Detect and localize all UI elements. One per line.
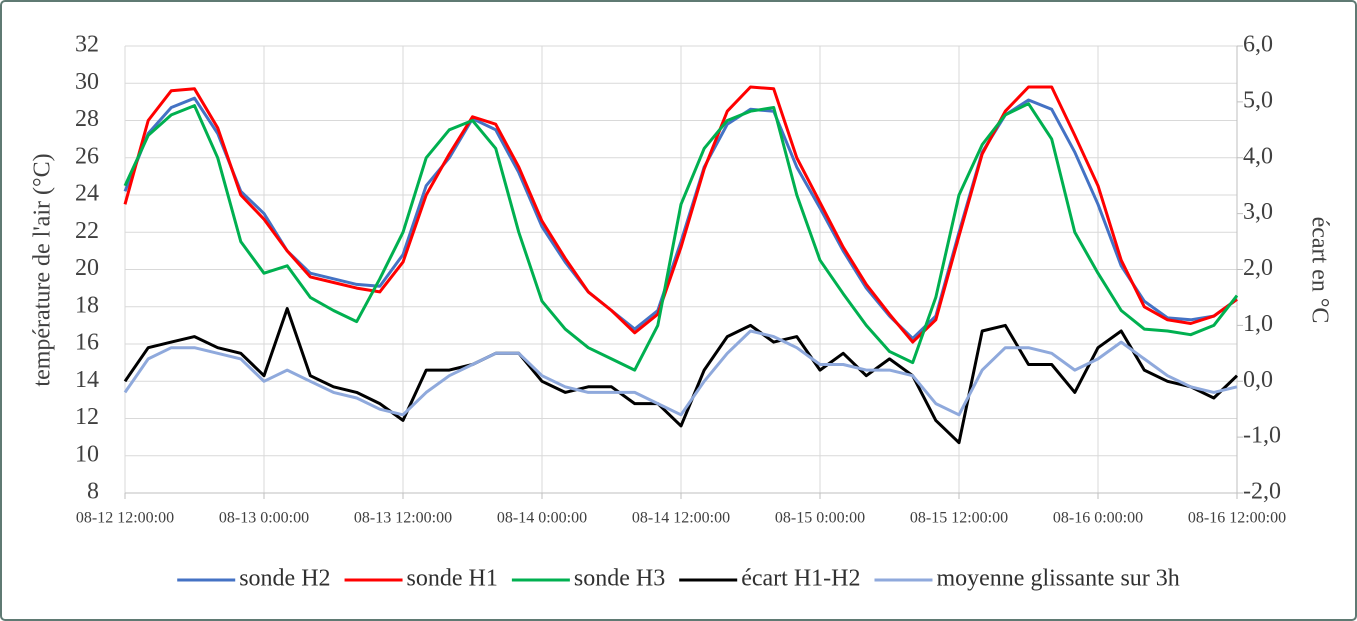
- x-tick-label: 08-15 12:00:00: [910, 510, 1008, 527]
- y2-tick-label: 2,0: [1243, 255, 1273, 281]
- y-tick-label: 14: [75, 367, 99, 393]
- y2-axis-title: écart en °C: [1306, 217, 1332, 324]
- y-tick-label: 20: [75, 255, 99, 281]
- x-tick-label: 08-13 12:00:00: [354, 510, 452, 527]
- x-tick-label: 08-16 12:00:00: [1188, 510, 1286, 527]
- y-tick-label: 22: [75, 218, 99, 244]
- y2-tick-label: -1,0: [1243, 423, 1281, 449]
- x-tick-label: 08-12 12:00:00: [76, 510, 174, 527]
- y-tick-label: 30: [75, 69, 99, 95]
- y2-tick-label: 3,0: [1243, 199, 1273, 225]
- series-line: [123, 96, 1238, 340]
- x-tick-label: 08-16 0:00:00: [1053, 510, 1143, 527]
- legend-label: sonde H3: [574, 566, 665, 592]
- y2-tick-label: -2,0: [1243, 479, 1281, 505]
- x-tick-label: 08-14 12:00:00: [632, 510, 730, 527]
- x-tick-label: 08-15 0:00:00: [775, 510, 865, 527]
- legend-label: sonde H1: [407, 566, 498, 592]
- y-tick-label: 8: [87, 479, 99, 505]
- x-tick-label: 08-14 0:00:00: [497, 510, 587, 527]
- series-line: [123, 307, 1239, 445]
- legend-label: moyenne glissante sur 3h: [936, 566, 1179, 592]
- y-tick-label: 16: [75, 330, 99, 356]
- y-tick-label: 10: [75, 441, 99, 467]
- y-tick-label: 24: [75, 181, 99, 207]
- series-line: [123, 329, 1238, 417]
- y-tick-label: 18: [75, 292, 99, 318]
- y-tick-label: 12: [75, 404, 99, 430]
- y2-tick-label: 0,0: [1243, 367, 1273, 393]
- y-tick-label: 26: [75, 143, 99, 169]
- y2-tick-label: 1,0: [1243, 311, 1273, 337]
- x-tick-label: 08-13 0:00:00: [219, 510, 309, 527]
- y2-tick-label: 6,0: [1243, 32, 1273, 58]
- series-line: [123, 102, 1239, 372]
- series-line: [123, 85, 1238, 344]
- y-axis-title: température de l'air (°C): [30, 153, 56, 386]
- legend-label: écart H1-H2: [741, 566, 860, 592]
- y-tick-label: 32: [75, 32, 99, 58]
- legend-label: sonde H2: [239, 566, 330, 592]
- y2-tick-label: 5,0: [1243, 87, 1273, 113]
- y2-tick-label: 4,0: [1243, 143, 1273, 169]
- y-tick-label: 28: [75, 106, 99, 132]
